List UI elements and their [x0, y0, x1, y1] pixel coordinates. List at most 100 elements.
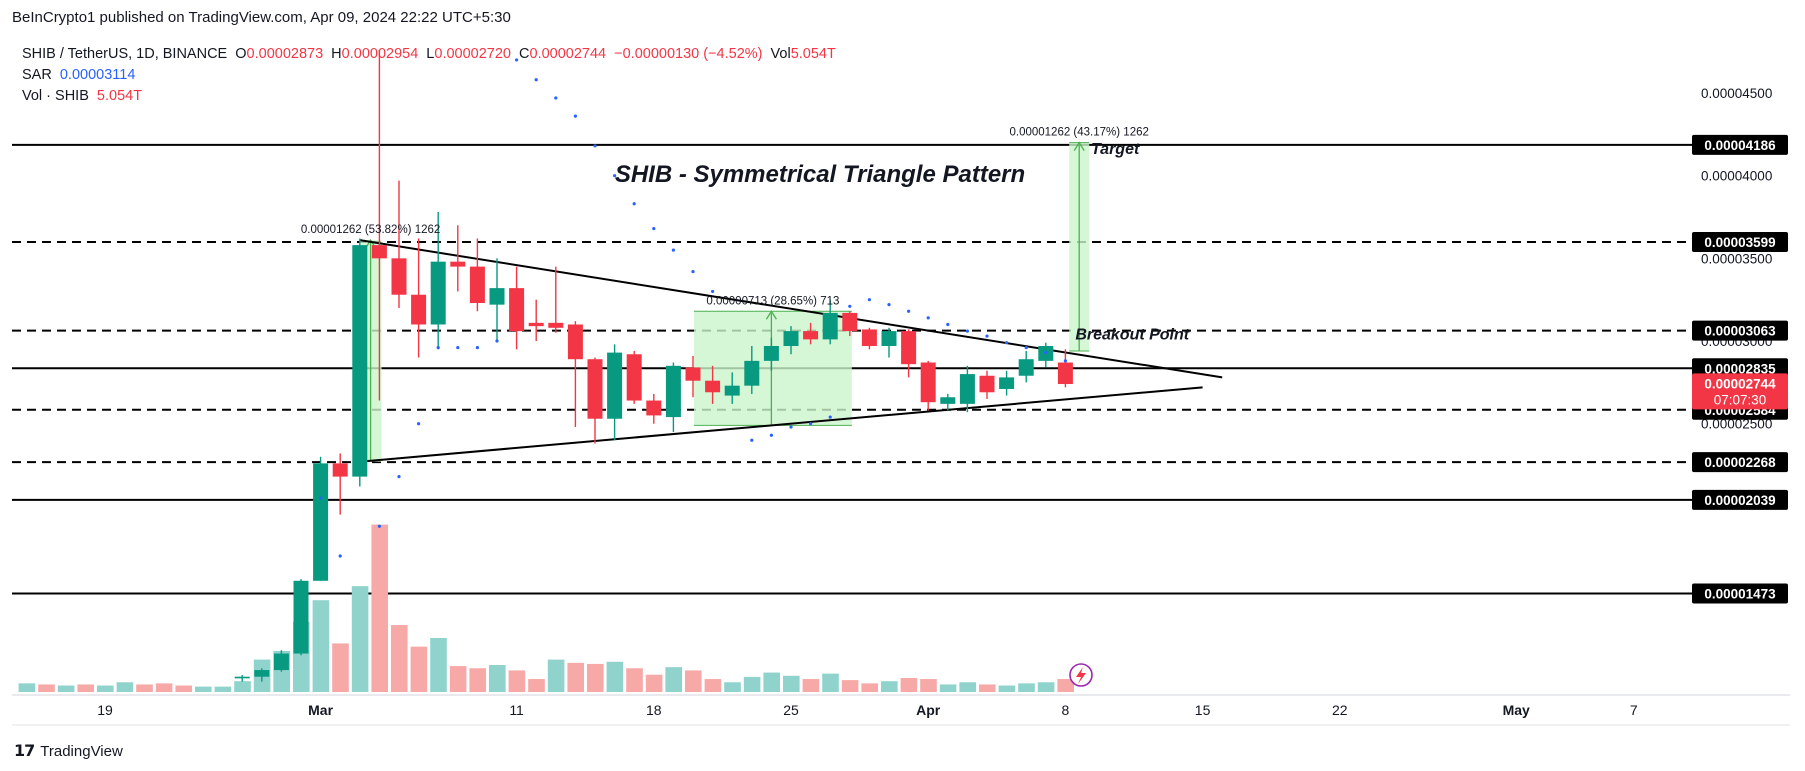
candle-body	[1057, 362, 1073, 385]
symbol-label[interactable]: SHIB / TetherUS, 1D, BINANCE	[22, 46, 228, 62]
close-value: 0.00002744	[529, 46, 607, 62]
candle-body	[685, 367, 701, 381]
candle-body	[783, 331, 799, 346]
lightning-icon	[1069, 663, 1093, 687]
sar-dot	[632, 202, 636, 206]
sar-row[interactable]: SAR 0.00003114	[22, 65, 836, 86]
x-tick-label: Mar	[308, 702, 333, 718]
price-tag	[1692, 320, 1788, 341]
volume-bar	[763, 672, 780, 692]
last-price-tag	[1692, 373, 1788, 410]
price-tag	[1692, 134, 1788, 155]
volume-bar	[665, 667, 682, 692]
volume-bar	[567, 662, 584, 692]
measure-label: 0.00000713 (28.65%) 713	[706, 295, 839, 307]
y-tick-label: 0.00002500	[1701, 417, 1772, 432]
volume-bar	[645, 674, 663, 692]
x-tick-label: 18	[646, 702, 662, 718]
volume-row[interactable]: Vol · SHIB 5.054T	[22, 86, 836, 107]
candle-body	[881, 331, 897, 346]
sar-dot	[671, 248, 676, 252]
sar-dot	[946, 322, 950, 327]
volume-bar	[332, 643, 349, 692]
volume-bar	[18, 683, 36, 692]
footer: 𝟭𝟳 TradingView	[14, 741, 123, 761]
candle-body	[469, 266, 485, 303]
candle-body	[234, 676, 250, 679]
candle-body	[1018, 359, 1034, 376]
volume-bar	[939, 684, 957, 692]
candle-body	[920, 362, 936, 403]
sar-dot	[613, 174, 617, 178]
y-tick-label: 0.00004500	[1701, 86, 1772, 101]
x-tick-label: 7	[1630, 702, 1638, 718]
candle-body	[901, 331, 917, 365]
x-tick-label: Apr	[916, 702, 941, 718]
price-tag-label: 0.00003599	[1704, 235, 1775, 250]
sar-dot	[1063, 359, 1067, 363]
volume-bar	[685, 670, 702, 692]
sar-dot	[515, 58, 519, 62]
volume-bar	[528, 679, 545, 692]
volume-bar	[743, 676, 761, 692]
tradingview-logo-icon[interactable]: 𝟭𝟳	[14, 743, 35, 760]
candle-body	[293, 580, 309, 654]
candles	[234, 50, 1073, 682]
sar-dot	[377, 524, 381, 528]
volume-bar	[175, 685, 192, 692]
volume-bar	[136, 684, 153, 692]
sar-dot	[828, 415, 832, 419]
volume-bar	[312, 600, 330, 692]
price-tag	[1692, 489, 1788, 510]
volume-bar	[351, 586, 369, 692]
candle-body	[273, 653, 289, 671]
volume-bar	[391, 625, 408, 692]
low-label: L	[426, 46, 435, 62]
volume-bar	[979, 684, 996, 692]
x-tick-label: 15	[1195, 702, 1211, 718]
price-tag-label: 0.00002268	[1704, 455, 1776, 470]
change-value: −0.00000130 (−4.52%)	[614, 46, 763, 62]
sar-dot	[907, 309, 911, 313]
candle-body	[430, 261, 446, 325]
sar-dot	[1005, 341, 1009, 345]
candle-body	[313, 463, 329, 581]
sar-dot	[475, 346, 479, 350]
volume-bar	[1018, 683, 1035, 692]
open-label: O	[235, 46, 247, 62]
sar-dot	[534, 78, 538, 82]
price-tag-label: 0.00003063	[1704, 324, 1776, 339]
volume-bar	[822, 673, 839, 692]
volume-bar	[489, 665, 506, 692]
price-tag-label: 0.00001473	[1704, 587, 1776, 602]
triangle-upper-line	[359, 239, 1223, 379]
y-tick-label: 0.00003500	[1701, 251, 1772, 266]
measure-arrowhead	[765, 310, 777, 320]
measure-label: 0.00001262 (53.82%) 1262	[301, 224, 440, 236]
sar-dot	[711, 289, 715, 294]
sar-dot	[397, 475, 401, 479]
price-tag-label: 0.00002039	[1704, 493, 1775, 508]
volume-bar	[371, 524, 388, 692]
vol-value: 5.054T	[790, 46, 836, 62]
candle-body	[979, 375, 995, 393]
sar-dot	[338, 554, 342, 558]
sar-value: 0.00003114	[59, 67, 136, 83]
candle-body	[528, 322, 544, 327]
candle-body	[626, 354, 642, 401]
candle-body	[371, 245, 387, 259]
ohlc-row[interactable]: SHIB / TetherUS, 1D, BINANCE O0.00002873…	[22, 44, 836, 65]
price-tag	[1692, 583, 1788, 604]
volume-bar	[38, 684, 55, 692]
sar-dot	[867, 298, 872, 302]
sar-dot	[652, 226, 656, 231]
volume-bar	[1057, 679, 1074, 692]
candle-body	[822, 312, 838, 340]
y-tick-label: 0.00004000	[1701, 169, 1772, 184]
countdown-label: 07:07:30	[1714, 392, 1767, 407]
candle-body	[842, 312, 858, 332]
volume-bar	[449, 666, 467, 692]
published-info: BeInCrypto1 published on TradingView.com…	[12, 9, 511, 26]
low-value: 0.00002720	[434, 46, 511, 62]
